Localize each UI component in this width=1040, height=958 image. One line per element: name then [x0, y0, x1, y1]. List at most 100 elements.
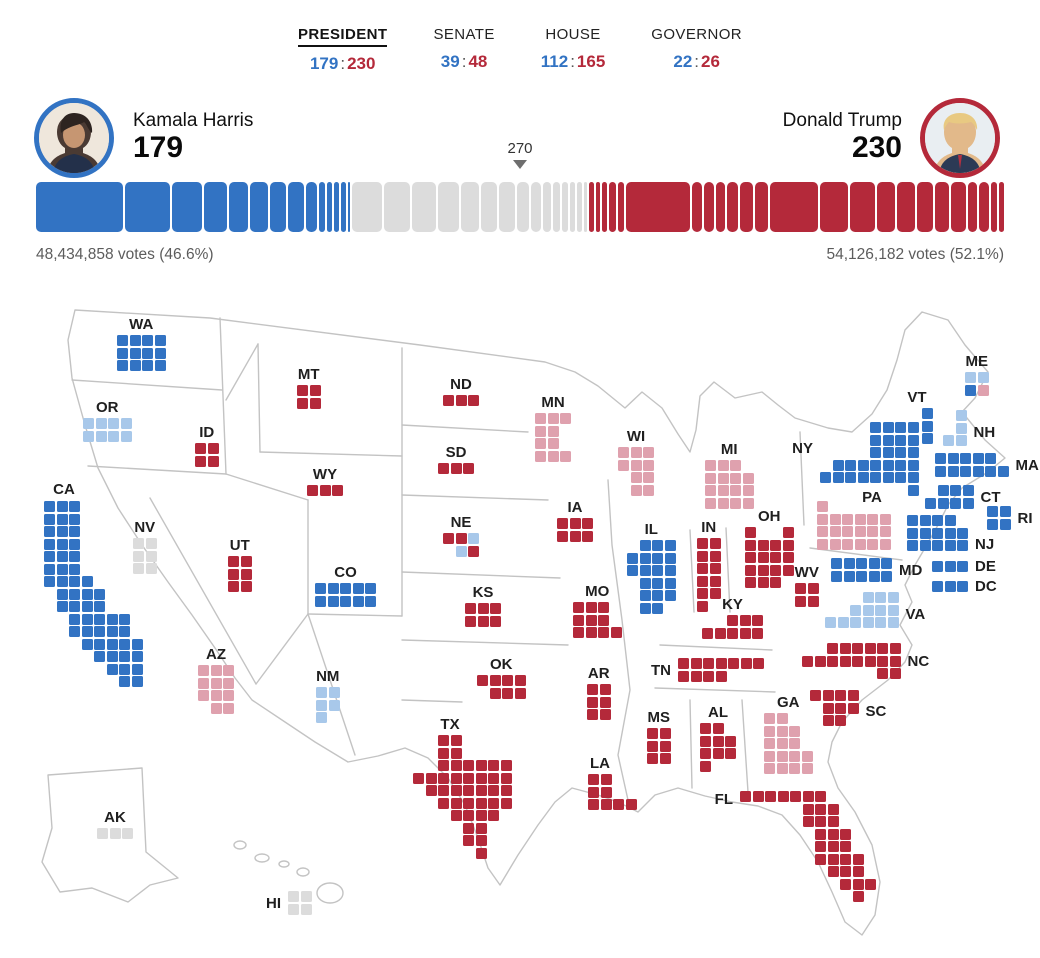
- state-ME[interactable]: ME: [965, 353, 989, 396]
- state-MS[interactable]: MS: [647, 709, 671, 764]
- state-WI[interactable]: WI: [618, 428, 654, 496]
- gop-bar-segment: [877, 182, 895, 232]
- state-NY[interactable]: NY: [792, 422, 919, 496]
- gop-bar-segment: [979, 182, 989, 232]
- ev-square: [600, 799, 612, 810]
- ev-square: [702, 627, 713, 639]
- ev-square: [842, 538, 853, 550]
- ev-square: [937, 485, 949, 496]
- state-WV[interactable]: WV: [795, 564, 819, 607]
- state-NE[interactable]: NE: [443, 514, 479, 557]
- ev-square: [195, 455, 206, 467]
- tab-president[interactable]: PRESIDENT 179:230: [297, 26, 388, 74]
- ev-square: [715, 658, 727, 669]
- state-AZ[interactable]: AZ: [198, 646, 234, 714]
- ev-square: [600, 786, 612, 798]
- state-ID[interactable]: ID: [195, 424, 219, 467]
- state-SD[interactable]: SD: [438, 444, 474, 474]
- state-MN[interactable]: MN: [535, 394, 571, 462]
- dem-count: 22: [673, 52, 693, 71]
- ev-square: [475, 785, 487, 796]
- ev-square: [829, 538, 841, 550]
- state-KY[interactable]: KY: [702, 596, 763, 639]
- state-PA[interactable]: PA: [817, 489, 891, 550]
- state-OK[interactable]: OK: [477, 656, 526, 699]
- state-MA[interactable]: MA: [935, 453, 1039, 477]
- state-IN[interactable]: IN: [697, 519, 721, 612]
- state-MD[interactable]: MD: [831, 558, 922, 582]
- state-IA[interactable]: IA: [557, 499, 593, 542]
- state-OH[interactable]: OH: [745, 508, 794, 588]
- ev-square: [585, 614, 597, 626]
- state-TX[interactable]: TX: [413, 716, 512, 859]
- state-DC[interactable]: DC: [932, 578, 997, 595]
- ev-square: [463, 822, 474, 834]
- state-WA[interactable]: WA: [117, 316, 166, 371]
- ev-square: [475, 772, 487, 784]
- ev-square: [490, 615, 501, 627]
- state-SC[interactable]: SC: [810, 690, 886, 726]
- ev-square: [316, 687, 327, 698]
- state-GA[interactable]: GA: [764, 694, 813, 774]
- state-MO[interactable]: MO: [573, 583, 622, 638]
- state-AR[interactable]: AR: [587, 665, 611, 720]
- ev-square: [468, 533, 479, 544]
- state-NV[interactable]: NV: [133, 519, 157, 574]
- ev-square: [950, 497, 961, 509]
- gop-bar-segment: [755, 182, 769, 232]
- state-NM[interactable]: NM: [316, 668, 340, 723]
- ev-square: [712, 735, 724, 747]
- ev-square: [764, 713, 775, 724]
- state-CO[interactable]: CO: [315, 564, 376, 607]
- state-MT[interactable]: MT: [297, 366, 321, 409]
- state-label-VT: VT: [907, 389, 927, 406]
- ev-square: [625, 799, 637, 810]
- state-CA[interactable]: CA: [44, 481, 143, 687]
- ev-square: [870, 472, 881, 483]
- state-UT[interactable]: UT: [228, 537, 252, 592]
- state-HI[interactable]: HI: [266, 891, 312, 915]
- state-RI[interactable]: RI: [987, 506, 1033, 530]
- state-OR[interactable]: OR: [83, 399, 132, 442]
- state-VT[interactable]: VT: [907, 389, 933, 444]
- state-WY[interactable]: WY: [307, 466, 343, 496]
- state-AL[interactable]: AL: [700, 704, 736, 772]
- ev-square: [133, 538, 144, 549]
- state-AK[interactable]: AK: [97, 809, 133, 839]
- tab-governor[interactable]: GOVERNOR 22:26: [651, 26, 742, 74]
- ev-square: [664, 540, 676, 551]
- state-TN[interactable]: TN: [651, 658, 764, 682]
- ev-square: [712, 723, 724, 734]
- dem-bar-segment: [287, 182, 304, 232]
- state-IL[interactable]: IL: [627, 521, 676, 614]
- state-KS[interactable]: KS: [465, 584, 501, 627]
- state-NJ[interactable]: NJ: [907, 515, 994, 553]
- tab-label: SENATE: [433, 26, 495, 43]
- electoral-vote-bar[interactable]: [36, 182, 1005, 232]
- state-FL[interactable]: FL: [715, 791, 876, 902]
- state-LA[interactable]: LA: [588, 755, 637, 810]
- state-MI[interactable]: MI: [705, 441, 754, 509]
- ev-square: [210, 702, 222, 714]
- ev-square: [985, 465, 996, 477]
- ev-square: [757, 577, 769, 588]
- state-CT[interactable]: CT: [925, 485, 1001, 509]
- ev-square: [450, 463, 462, 474]
- state-VA[interactable]: VA: [825, 592, 925, 628]
- tab-senate[interactable]: SENATE 39:48: [433, 26, 494, 74]
- ev-square: [228, 556, 239, 567]
- ev-square: [862, 592, 874, 603]
- ev-square: [840, 878, 851, 890]
- none-bar-segment: [531, 182, 542, 232]
- state-NH[interactable]: NH: [943, 410, 995, 446]
- ev-square: [627, 552, 638, 564]
- ev-square: [352, 595, 364, 607]
- state-ND[interactable]: ND: [443, 376, 479, 406]
- state-DE[interactable]: DE: [932, 558, 996, 575]
- state-NC[interactable]: NC: [802, 643, 929, 679]
- ev-square: [500, 797, 512, 809]
- tab-house[interactable]: HOUSE 112:165: [541, 26, 606, 74]
- ev-square: [610, 627, 622, 638]
- threshold-270-label: 270: [507, 140, 533, 157]
- ev-square: [207, 443, 219, 454]
